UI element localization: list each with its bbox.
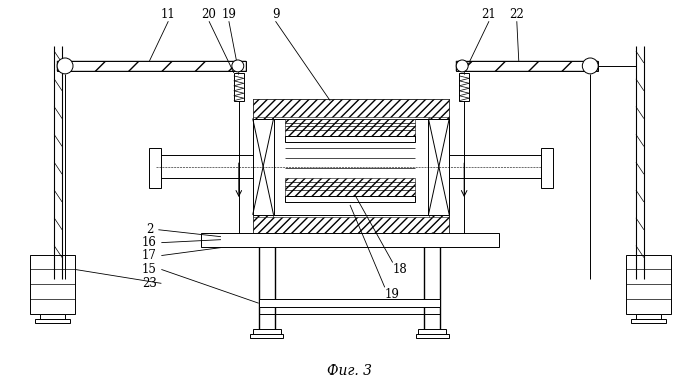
Text: 15: 15 (142, 263, 157, 276)
Circle shape (456, 60, 468, 72)
Bar (250, 334, 284, 338)
Bar (234, 73, 244, 101)
Bar (419, 329, 446, 334)
Bar (41, 314, 65, 319)
Bar (201, 233, 499, 247)
Bar (35, 319, 70, 323)
Bar (273, 119, 429, 215)
Bar (253, 217, 449, 235)
Bar (157, 155, 253, 178)
Text: 18: 18 (392, 263, 407, 276)
Bar (57, 61, 246, 71)
Bar (540, 148, 552, 188)
Bar (285, 178, 415, 196)
Bar (150, 148, 161, 188)
Circle shape (57, 58, 73, 74)
Bar (253, 329, 280, 334)
Text: 22: 22 (510, 8, 524, 21)
Circle shape (582, 58, 598, 74)
Bar (456, 61, 598, 71)
Bar (456, 61, 598, 71)
Bar (253, 99, 449, 119)
Bar (285, 136, 415, 142)
Polygon shape (424, 233, 440, 247)
Text: 17: 17 (142, 249, 157, 262)
Bar (459, 73, 469, 101)
Bar (285, 119, 415, 136)
Text: 9: 9 (272, 8, 280, 21)
Bar (30, 254, 75, 314)
Text: 16: 16 (142, 236, 157, 249)
Text: 21: 21 (482, 8, 496, 21)
Text: 20: 20 (201, 8, 217, 21)
Text: Фиг. 3: Фиг. 3 (328, 364, 373, 378)
Text: 11: 11 (161, 8, 175, 21)
Bar (631, 319, 665, 323)
Bar (285, 196, 415, 202)
Polygon shape (259, 233, 275, 247)
Text: 2: 2 (146, 223, 153, 236)
Bar (57, 61, 246, 71)
Bar (429, 99, 449, 235)
Bar (253, 215, 449, 235)
Text: 19: 19 (384, 288, 399, 301)
Text: 19: 19 (222, 8, 236, 21)
Bar (428, 119, 449, 215)
Bar (259, 299, 440, 307)
Text: 23: 23 (142, 277, 157, 290)
Bar (253, 119, 273, 215)
Bar (636, 314, 661, 319)
Bar (253, 99, 273, 235)
Circle shape (232, 60, 244, 72)
Bar (626, 254, 670, 314)
Bar (253, 99, 449, 117)
Bar (415, 334, 449, 338)
Bar (449, 155, 540, 178)
